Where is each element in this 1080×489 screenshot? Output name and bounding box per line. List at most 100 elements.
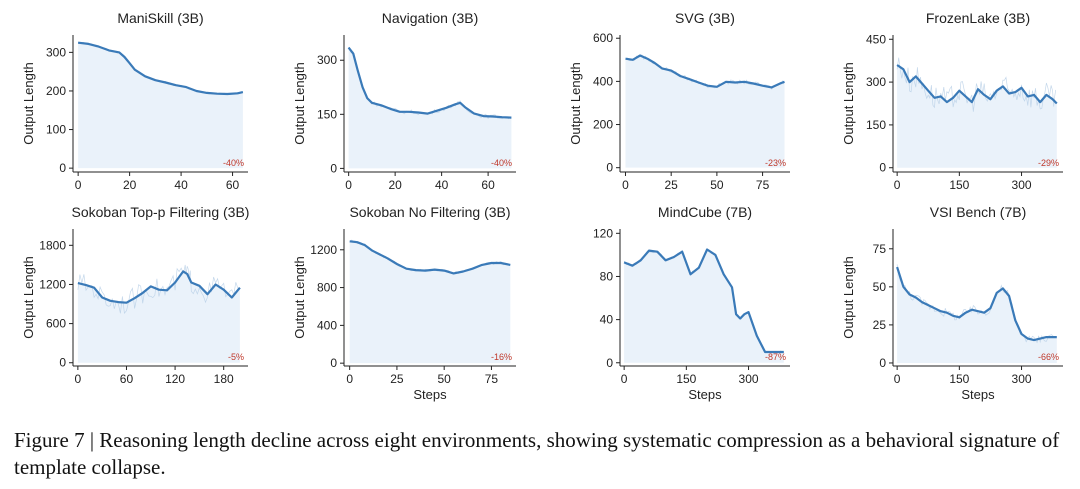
y-tick-label: 0: [879, 161, 886, 175]
chart-panel-4: 0 150 300 450 0 150 300 FrozenLake (3B) Output L…: [841, 10, 1063, 192]
series-line: [77, 270, 241, 304]
y-tick-label: 40: [600, 313, 614, 327]
area-fill: [349, 241, 511, 364]
y-tick-label: 25: [873, 318, 887, 332]
y-tick-label: 300: [866, 75, 886, 89]
x-tick-label: 60: [226, 178, 240, 192]
x-tick-label: 50: [710, 178, 724, 192]
y-tick-label: 0: [330, 356, 337, 370]
y-axis-label: Output Length: [841, 256, 856, 338]
y-tick-label: 50: [873, 280, 887, 294]
change-annotation: -40%: [491, 158, 512, 168]
change-annotation: -87%: [765, 352, 786, 362]
change-annotation: -66%: [1038, 352, 1059, 362]
series-line: [347, 46, 512, 119]
y-tick-label: 200: [593, 118, 613, 132]
y-axis-label: Output Length: [21, 256, 36, 338]
x-tick-label: 20: [388, 178, 402, 192]
x-axis-label: Steps: [961, 387, 995, 402]
x-tick-label: 75: [485, 372, 499, 386]
x-tick-label: 20: [123, 178, 137, 192]
x-tick-label: 180: [214, 372, 234, 386]
y-axis-label: Output Length: [292, 62, 307, 144]
chart-panel-7: 0 40 80 120 0 150 300 MindCube (7B) Steps -87%: [593, 204, 790, 402]
area-fill: [897, 65, 1057, 168]
change-annotation: -29%: [1038, 158, 1059, 168]
y-tick-label: 600: [46, 317, 66, 331]
y-tick-label: 600: [593, 31, 613, 45]
area-fill: [78, 42, 243, 169]
x-tick-label: 150: [676, 372, 696, 386]
x-tick-label: 0: [894, 178, 901, 192]
x-tick-label: 0: [621, 372, 628, 386]
x-tick-label: 60: [481, 178, 495, 192]
chart-title: SVG (3B): [675, 10, 735, 26]
chart-title: Navigation (3B): [382, 10, 479, 26]
area-fill: [625, 55, 785, 168]
chart-title: Sokoban No Filtering (3B): [349, 204, 510, 220]
y-tick-label: 80: [600, 269, 614, 283]
y-tick-label: 100: [46, 123, 66, 137]
chart-panel-8: 0 25 50 75 0 150 300 VSI Bench (7B) Output Lengt…: [841, 204, 1063, 402]
y-tick-label: 800: [317, 281, 337, 295]
area-fill: [897, 267, 1057, 363]
y-tick-label: 1800: [39, 238, 66, 252]
change-annotation: -23%: [765, 158, 786, 168]
series-line: [896, 64, 1058, 105]
x-tick-label: 60: [120, 372, 134, 386]
y-tick-label: 450: [866, 32, 886, 46]
series-line: [625, 54, 785, 89]
change-annotation: -5%: [228, 352, 244, 362]
chart-title: FrozenLake (3B): [926, 10, 1030, 26]
x-axis-label: Steps: [413, 387, 447, 402]
series-line: [349, 240, 511, 275]
chart-panel-6: 0 400 800 1200 0 25 50 75 Sokoban No Filtering (…: [292, 204, 516, 402]
change-annotation: -16%: [491, 352, 512, 362]
series-line: [623, 248, 784, 354]
x-tick-label: 50: [437, 372, 451, 386]
x-tick-label: 0: [75, 178, 82, 192]
x-tick-label: 25: [665, 178, 679, 192]
y-tick-label: 1200: [39, 277, 66, 291]
x-tick-label: 150: [949, 372, 969, 386]
x-tick-label: 120: [165, 372, 185, 386]
y-tick-label: 0: [59, 161, 66, 175]
area-fill: [624, 249, 784, 363]
x-tick-label: 0: [346, 372, 353, 386]
x-tick-label: 0: [622, 178, 629, 192]
y-tick-label: 120: [593, 226, 613, 240]
x-tick-label: 0: [894, 372, 901, 386]
y-tick-label: 0: [879, 356, 886, 370]
x-tick-label: 25: [390, 372, 404, 386]
y-tick-label: 300: [46, 45, 66, 59]
chart-panel-1: 0 100 200 300 0 20 40 60 ManiSkill (3B) Output Le…: [21, 10, 248, 192]
area-fill: [348, 47, 512, 169]
y-tick-label: 400: [593, 74, 613, 88]
y-axis-label: Output Length: [841, 62, 856, 144]
series-line: [896, 266, 1057, 342]
x-tick-label: 300: [1012, 372, 1032, 386]
chart-title: VSI Bench (7B): [930, 204, 1027, 220]
change-annotation: -40%: [223, 158, 244, 168]
y-tick-label: 150: [866, 118, 886, 132]
x-tick-label: 300: [1012, 178, 1032, 192]
y-tick-label: 0: [606, 161, 613, 175]
y-axis-label: Output Length: [568, 62, 583, 144]
chart-panel-3: 0 200 400 600 0 25 50 75 SVG (3B) Output Length -2…: [568, 10, 790, 192]
y-tick-label: 0: [606, 356, 613, 370]
x-tick-label: 40: [174, 178, 188, 192]
x-tick-label: 40: [435, 178, 449, 192]
x-tick-label: 300: [739, 372, 759, 386]
x-axis-label: Steps: [688, 387, 722, 402]
y-axis-label: Output Length: [292, 256, 307, 338]
y-tick-label: 150: [317, 107, 337, 121]
y-tick-label: 0: [330, 161, 337, 175]
chart-title: ManiSkill (3B): [117, 10, 203, 26]
area-fill: [77, 271, 240, 363]
y-tick-label: 75: [873, 242, 887, 256]
chart-title: MindCube (7B): [658, 204, 752, 220]
x-tick-label: 150: [949, 178, 969, 192]
y-tick-label: 200: [46, 84, 66, 98]
x-tick-label: 0: [345, 178, 352, 192]
